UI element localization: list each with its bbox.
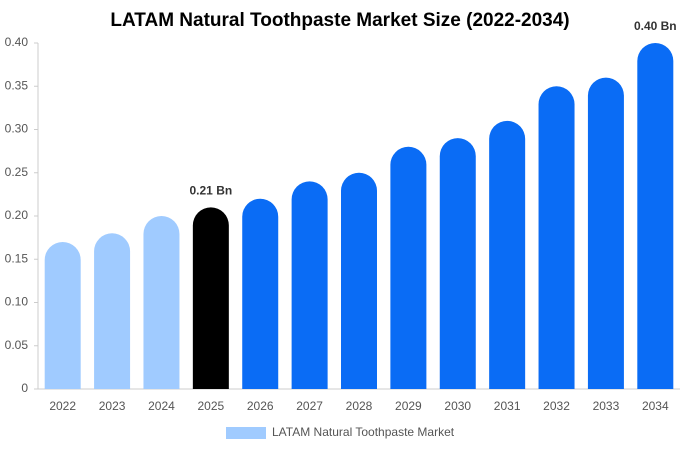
y-tick-label: 0 [21, 381, 28, 395]
y-tick-label: 0.30 [5, 122, 29, 136]
bar [341, 172, 377, 389]
chart-title: LATAM Natural Toothpaste Market Size (20… [110, 10, 569, 31]
y-tick-label: 0.10 [5, 295, 29, 309]
legend-label: LATAM Natural Toothpaste Market [272, 425, 455, 439]
x-tick-label: 2028 [346, 399, 373, 413]
bar [637, 43, 674, 389]
x-tick-label: 2022 [49, 399, 76, 413]
bar [291, 181, 328, 389]
bar [94, 233, 131, 389]
y-tick-label: 0.20 [5, 208, 29, 222]
x-tick-label: 2027 [296, 399, 323, 413]
bar [44, 241, 81, 389]
x-tick-label: 2034 [642, 399, 669, 413]
y-tick-label: 0.15 [5, 251, 29, 265]
y-tick-label: 0.35 [5, 78, 29, 92]
x-tick-label: 2026 [247, 399, 274, 413]
bar [439, 138, 476, 389]
x-tick-label: 2024 [148, 399, 175, 413]
legend-swatch [226, 427, 266, 439]
bar [538, 86, 575, 389]
x-tick-label: 2023 [99, 399, 126, 413]
bar [242, 198, 279, 389]
y-tick-label: 0.25 [5, 165, 29, 179]
x-tick-label: 2025 [197, 399, 224, 413]
bar [587, 77, 624, 389]
x-tick-label: 2029 [395, 399, 422, 413]
x-tick-label: 2033 [593, 399, 620, 413]
y-tick-label: 0.40 [5, 35, 29, 49]
data-label: 0.21 Bn [190, 184, 233, 198]
bar [192, 207, 229, 389]
bar [143, 216, 180, 389]
data-label: 0.40 Bn [634, 19, 677, 33]
bar [390, 146, 427, 389]
x-tick-label: 2030 [444, 399, 471, 413]
bar [489, 120, 526, 390]
x-tick-label: 2031 [494, 399, 521, 413]
x-tick-label: 2032 [543, 399, 570, 413]
y-tick-label: 0.05 [5, 338, 29, 352]
